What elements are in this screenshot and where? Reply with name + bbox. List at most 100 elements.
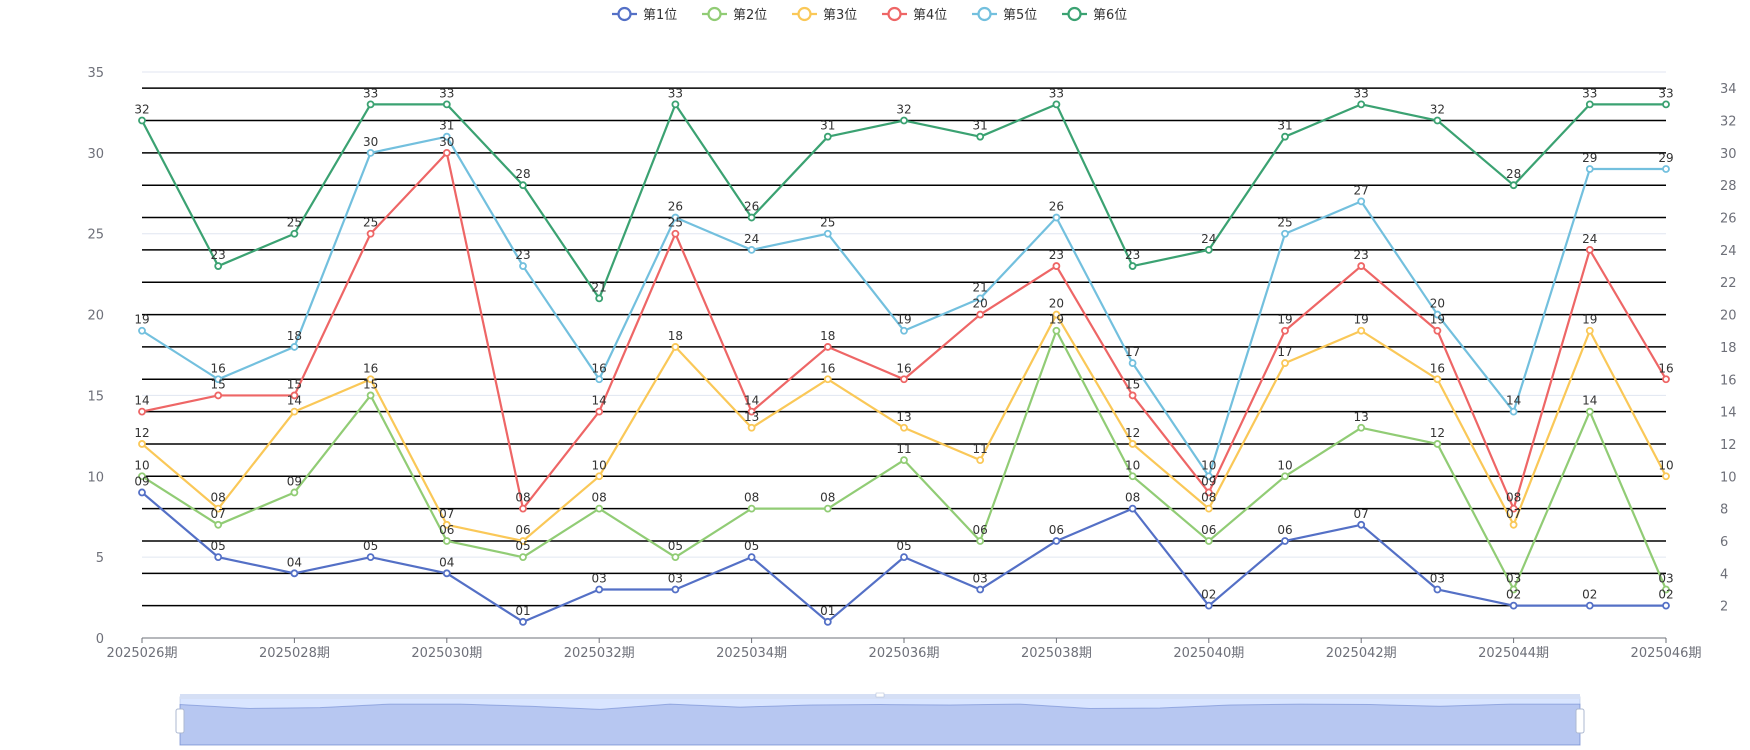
- data-point[interactable]: [138, 326, 146, 335]
- data-point[interactable]: [442, 520, 451, 529]
- data-point[interactable]: [900, 326, 908, 335]
- data-point[interactable]: [519, 537, 527, 545]
- data-point[interactable]: [1433, 375, 1442, 384]
- data-point[interactable]: [1662, 472, 1670, 481]
- data-point[interactable]: [823, 229, 832, 238]
- data-point[interactable]: [1128, 359, 1137, 367]
- slider-handle-left[interactable]: [175, 708, 185, 734]
- data-point[interactable]: [671, 553, 680, 562]
- data-point[interactable]: [1204, 601, 1213, 610]
- data-point[interactable]: [1052, 262, 1061, 270]
- data-point[interactable]: [290, 343, 299, 351]
- data-point[interactable]: [1433, 326, 1442, 335]
- data-point[interactable]: [900, 423, 908, 432]
- data-point[interactable]: [138, 116, 146, 125]
- data-point[interactable]: [900, 116, 908, 125]
- data-point[interactable]: [1052, 310, 1061, 319]
- data-point[interactable]: [900, 553, 908, 562]
- data-point[interactable]: [747, 245, 756, 254]
- data-point[interactable]: [519, 262, 527, 270]
- data-point[interactable]: [214, 553, 223, 562]
- legend[interactable]: 第1位 第2位 第3位 第4位 第5位 第6位: [612, 6, 1127, 23]
- slider-window[interactable]: [180, 697, 1580, 745]
- data-point[interactable]: [1281, 326, 1289, 335]
- data-point[interactable]: [1357, 520, 1366, 529]
- data-point[interactable]: [1052, 100, 1061, 109]
- slider-track[interactable]: [179, 696, 1581, 746]
- data-point[interactable]: [1204, 488, 1213, 497]
- data-point[interactable]: [747, 407, 756, 416]
- data-point[interactable]: [1281, 472, 1289, 481]
- data-point[interactable]: [138, 488, 146, 497]
- data-point[interactable]: [900, 456, 908, 465]
- slider-move-handle[interactable]: [875, 692, 885, 698]
- data-point[interactable]: [1281, 359, 1289, 367]
- data-point[interactable]: [976, 537, 985, 545]
- data-point[interactable]: [1585, 601, 1594, 610]
- data-point[interactable]: [1052, 213, 1061, 222]
- data-point[interactable]: [519, 181, 527, 190]
- data-point[interactable]: [976, 310, 985, 319]
- data-point[interactable]: [976, 132, 985, 141]
- data-point[interactable]: [1509, 601, 1518, 610]
- data-point[interactable]: [519, 553, 527, 562]
- data-point[interactable]: [1128, 472, 1137, 481]
- data-point[interactable]: [1509, 520, 1518, 529]
- data-point[interactable]: [1509, 181, 1518, 190]
- data-point[interactable]: [747, 423, 756, 432]
- data-point[interactable]: [976, 294, 985, 303]
- data-point[interactable]: [976, 585, 985, 594]
- data-point[interactable]: [1433, 440, 1442, 448]
- data-point[interactable]: [747, 504, 756, 513]
- data-point[interactable]: [138, 440, 146, 448]
- data-point[interactable]: [1662, 585, 1670, 594]
- data-point[interactable]: [823, 343, 832, 351]
- data-point[interactable]: [1509, 504, 1518, 513]
- data-point[interactable]: [442, 569, 451, 578]
- data-point[interactable]: [1281, 229, 1289, 238]
- data-point[interactable]: [1128, 262, 1137, 270]
- data-point[interactable]: [1357, 197, 1366, 206]
- data-point[interactable]: [595, 472, 604, 481]
- data-point[interactable]: [442, 537, 451, 545]
- data-point[interactable]: [366, 375, 375, 384]
- data-point[interactable]: [290, 229, 299, 238]
- data-point[interactable]: [671, 213, 680, 222]
- data-point[interactable]: [214, 391, 223, 400]
- data-point[interactable]: [138, 407, 146, 416]
- data-point[interactable]: [290, 488, 299, 497]
- data-point[interactable]: [823, 617, 832, 626]
- slider-handle-right[interactable]: [1575, 708, 1585, 734]
- data-point[interactable]: [1128, 504, 1137, 513]
- data-point[interactable]: [595, 585, 604, 594]
- data-point[interactable]: [900, 375, 908, 384]
- data-point[interactable]: [1204, 472, 1213, 481]
- data-point[interactable]: [1585, 326, 1594, 335]
- legend-item-1[interactable]: 第1位: [612, 6, 677, 23]
- data-point[interactable]: [1662, 601, 1670, 610]
- data-point[interactable]: [1357, 423, 1366, 432]
- data-point[interactable]: [290, 569, 299, 578]
- data-point[interactable]: [1585, 407, 1594, 416]
- data-point[interactable]: [747, 553, 756, 562]
- data-point[interactable]: [442, 148, 451, 157]
- data-point[interactable]: [366, 391, 375, 400]
- data-point[interactable]: [823, 504, 832, 513]
- data-point[interactable]: [1509, 585, 1518, 594]
- data-point[interactable]: [1128, 391, 1137, 400]
- data-point[interactable]: [442, 132, 451, 141]
- data-point[interactable]: [671, 100, 680, 109]
- data-point[interactable]: [1662, 100, 1670, 109]
- data-point[interactable]: [1662, 375, 1670, 384]
- data-point[interactable]: [1357, 100, 1366, 109]
- legend-item-3[interactable]: 第3位: [792, 6, 857, 23]
- data-point[interactable]: [823, 375, 832, 384]
- data-point[interactable]: [823, 132, 832, 141]
- data-point[interactable]: [442, 100, 451, 109]
- legend-item-6[interactable]: 第6位: [1062, 6, 1127, 23]
- data-point[interactable]: [595, 375, 604, 384]
- data-point[interactable]: [1433, 585, 1442, 594]
- data-point[interactable]: [214, 375, 223, 384]
- data-point[interactable]: [1281, 132, 1289, 141]
- data-point[interactable]: [290, 391, 299, 400]
